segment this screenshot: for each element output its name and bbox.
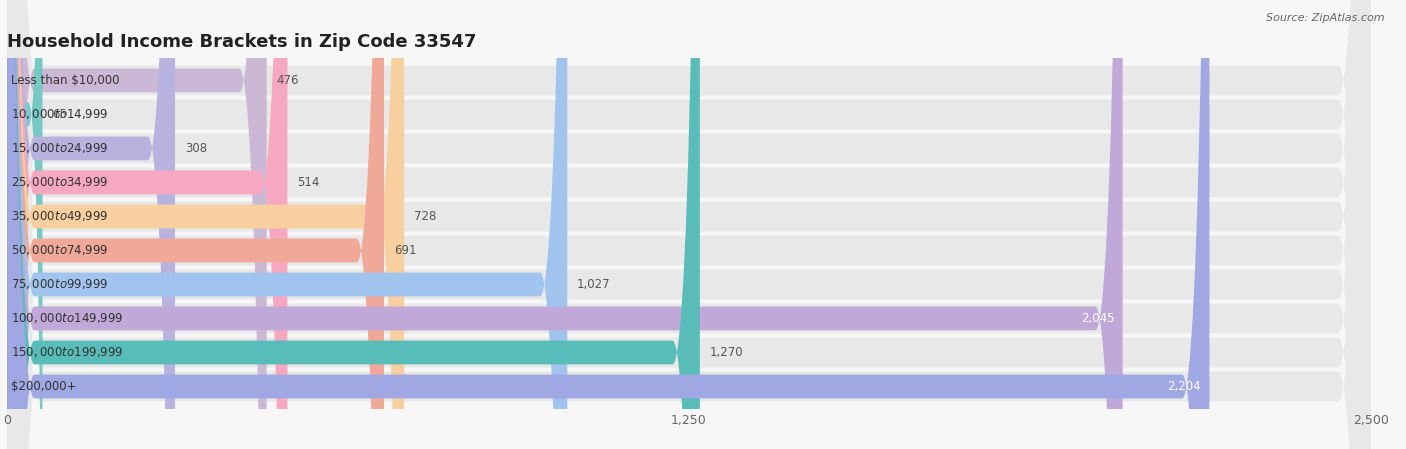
Text: Household Income Brackets in Zip Code 33547: Household Income Brackets in Zip Code 33… xyxy=(7,33,477,51)
Text: $10,000 to $14,999: $10,000 to $14,999 xyxy=(11,107,108,122)
FancyBboxPatch shape xyxy=(7,0,176,449)
Text: $100,000 to $149,999: $100,000 to $149,999 xyxy=(11,312,124,326)
FancyBboxPatch shape xyxy=(7,0,384,449)
FancyBboxPatch shape xyxy=(7,0,1371,449)
Text: 728: 728 xyxy=(413,210,436,223)
Text: 1,270: 1,270 xyxy=(710,346,744,359)
Text: $200,000+: $200,000+ xyxy=(11,380,77,393)
Text: 2,045: 2,045 xyxy=(1081,312,1115,325)
FancyBboxPatch shape xyxy=(7,0,267,449)
FancyBboxPatch shape xyxy=(7,0,404,449)
FancyBboxPatch shape xyxy=(7,0,700,449)
Text: 65: 65 xyxy=(52,108,67,121)
Text: $15,000 to $24,999: $15,000 to $24,999 xyxy=(11,141,108,155)
FancyBboxPatch shape xyxy=(7,0,1371,449)
Text: $150,000 to $199,999: $150,000 to $199,999 xyxy=(11,345,124,360)
FancyBboxPatch shape xyxy=(7,0,1371,449)
FancyBboxPatch shape xyxy=(7,0,1209,449)
FancyBboxPatch shape xyxy=(7,0,1371,449)
Text: 476: 476 xyxy=(277,74,299,87)
Text: Less than $10,000: Less than $10,000 xyxy=(11,74,120,87)
FancyBboxPatch shape xyxy=(7,0,1122,449)
FancyBboxPatch shape xyxy=(7,0,1371,449)
Text: $25,000 to $34,999: $25,000 to $34,999 xyxy=(11,176,108,189)
FancyBboxPatch shape xyxy=(7,0,567,449)
Text: 514: 514 xyxy=(297,176,319,189)
FancyBboxPatch shape xyxy=(7,0,1371,449)
Text: 1,027: 1,027 xyxy=(576,278,610,291)
Text: 308: 308 xyxy=(184,142,207,155)
Text: $50,000 to $74,999: $50,000 to $74,999 xyxy=(11,243,108,257)
Text: 691: 691 xyxy=(394,244,416,257)
Text: $35,000 to $49,999: $35,000 to $49,999 xyxy=(11,210,108,224)
FancyBboxPatch shape xyxy=(7,0,1371,449)
FancyBboxPatch shape xyxy=(7,0,1371,449)
Text: 2,204: 2,204 xyxy=(1167,380,1201,393)
FancyBboxPatch shape xyxy=(7,0,287,449)
FancyBboxPatch shape xyxy=(7,0,1371,449)
Text: Source: ZipAtlas.com: Source: ZipAtlas.com xyxy=(1267,13,1385,23)
FancyBboxPatch shape xyxy=(7,0,1371,449)
FancyBboxPatch shape xyxy=(7,0,42,449)
Text: $75,000 to $99,999: $75,000 to $99,999 xyxy=(11,277,108,291)
